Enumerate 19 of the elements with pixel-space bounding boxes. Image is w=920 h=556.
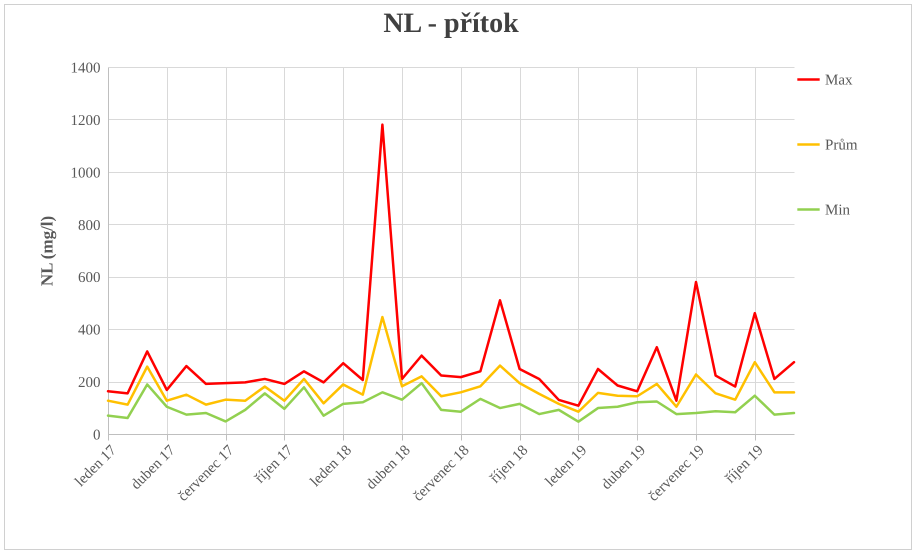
y-tick-label: 1200 xyxy=(70,112,100,129)
y-tick-label: 600 xyxy=(78,270,100,286)
y-tick-label: 1400 xyxy=(70,60,100,76)
y-tick-label: 400 xyxy=(78,322,100,339)
x-tick-label: říjen 19 xyxy=(722,442,767,487)
legend-label: Min xyxy=(825,202,851,218)
y-tick-label: 200 xyxy=(78,375,100,392)
line-series xyxy=(106,382,796,423)
y-axis-title: NL (mg/l) xyxy=(38,216,56,286)
line-series xyxy=(106,316,796,413)
x-tick-label: říjen 17 xyxy=(252,442,297,487)
x-tick-label: říjen 18 xyxy=(487,442,532,487)
chart-title: NL - přítok xyxy=(383,8,520,39)
legend-label: Prům xyxy=(825,138,858,154)
y-tick-label: 800 xyxy=(78,218,100,234)
y-tick-label: 1000 xyxy=(70,165,100,182)
y-tick-label: 0 xyxy=(93,428,100,444)
legend-label: Max xyxy=(825,72,853,88)
line-series xyxy=(106,123,796,407)
